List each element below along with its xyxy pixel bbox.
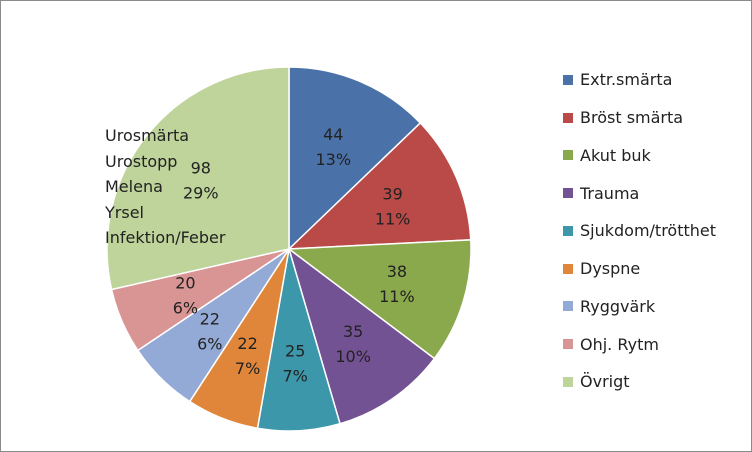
slice-percent-label: 7% [283, 367, 308, 386]
slice-value-label: 22 [200, 309, 220, 328]
slice-value-label: 20 [175, 274, 195, 293]
ovrigt-annotation: Urosmärta Urostopp Melena Yrsel Infektio… [105, 123, 225, 251]
annotation-line: Infektion/Feber [105, 228, 226, 247]
pie-slice [286, 239, 472, 360]
annotation-line: Yrsel [105, 202, 144, 222]
legend-item: Övrigt [563, 363, 748, 401]
slice-percent-label: 11% [375, 209, 411, 228]
legend-item: Dyspne [563, 250, 748, 288]
legend-item: Trauma [563, 174, 748, 212]
slice-value-label: 35 [343, 322, 363, 341]
annotation-line: Melena [105, 177, 163, 196]
legend-swatch [563, 263, 573, 274]
pie-slices [106, 66, 472, 432]
legend-label: Sjukdom/trötthet [580, 221, 717, 241]
pie-slice [106, 66, 290, 291]
legend-label: Trauma [580, 183, 640, 203]
slice-percent-label: 29% [183, 184, 219, 203]
legend-swatch [563, 188, 573, 199]
legend-label: Akut buk [580, 145, 651, 165]
legend-swatch [563, 150, 573, 161]
annotation-line: Urosmärta [105, 126, 190, 145]
slice-value-label: 38 [387, 262, 407, 281]
legend-label: Dyspne [580, 259, 641, 279]
pie-slice [287, 247, 436, 425]
legend-swatch [563, 112, 573, 123]
pie-slice [288, 66, 422, 251]
legend-label: Övrigt [580, 372, 630, 392]
legend-item: Ohj. Rytm [563, 325, 748, 363]
legend-item: Ryggvärk [563, 288, 748, 326]
slice-percent-label: 7% [235, 359, 260, 378]
pie-slice [287, 121, 472, 250]
slice-value-label: 98 [191, 159, 211, 178]
legend-item: Bröst smärta [563, 99, 748, 137]
slice-percent-label: 11% [379, 287, 415, 306]
slice-percent-label: 10% [335, 347, 371, 366]
slice-percent-label: 6% [197, 334, 222, 353]
legend-swatch [563, 74, 573, 85]
legend-item: Extr.smärta [563, 61, 748, 99]
slice-value-label: 22 [237, 334, 257, 353]
slice-value-label: 39 [382, 184, 402, 203]
slice-value-label: 44 [323, 125, 343, 144]
legend-swatch [563, 376, 573, 387]
pie-data-labels: 4413%3911%3811%3510%257%227%226%206%9829… [173, 125, 415, 385]
legend-label: Ryggvärk [580, 296, 656, 316]
legend-item: Akut buk [563, 137, 748, 175]
slice-value-label: 25 [285, 342, 305, 361]
slice-percent-label: 13% [315, 150, 351, 169]
legend-label: Extr.smärta [580, 70, 673, 90]
slice-percent-label: 6% [173, 299, 198, 318]
legend-item: Sjukdom/trötthet [563, 212, 748, 250]
legend-label: Ohj. Rytm [580, 334, 659, 354]
annotation-line: Urostopp [105, 151, 178, 171]
legend-swatch [563, 225, 573, 236]
legend-label: Bröst smärta [580, 108, 684, 128]
legend-swatch [563, 339, 573, 350]
legend-swatch [563, 301, 573, 312]
chart-legend: Extr.smärta Bröst smärta Akut buk Trauma Sju… [563, 61, 748, 401]
